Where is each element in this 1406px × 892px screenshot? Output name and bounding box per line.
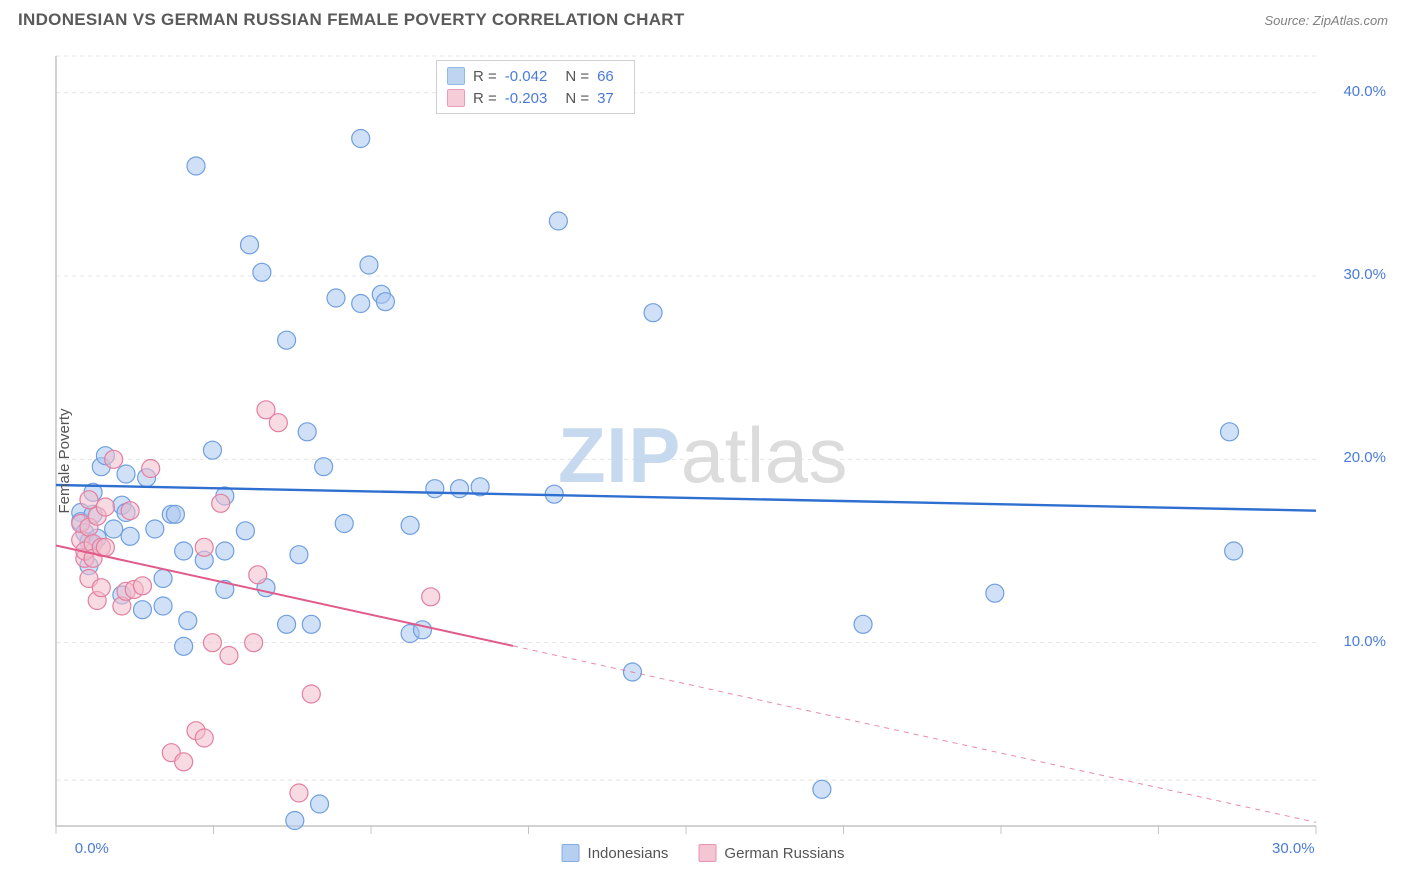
r-label: R = [473,90,497,107]
r-value: -0.203 [505,90,548,107]
stats-row: R = -0.203 N = 37 [447,87,624,109]
y-tick-label: 30.0% [1343,266,1386,283]
x-tick-label: 0.0% [75,840,109,857]
chart-area: Female Poverty ZIPatlas R =-0.042N =66R … [16,40,1390,882]
n-value: 37 [597,90,614,107]
source-label: Source: ZipAtlas.com [1264,13,1388,28]
series-legend: Indonesians German Russians [562,844,845,862]
n-value: 66 [597,68,614,85]
scatter-chart [16,40,1386,876]
legend-item: German Russians [698,844,844,862]
n-label: N = [565,68,589,85]
legend-swatch [562,844,580,862]
legend-label: Indonesians [588,845,669,862]
r-value: -0.042 [505,68,548,85]
correlation-stats-box: R = -0.042 N = 66 R = -0.203 N = 37 [436,60,635,114]
x-tick-label: 30.0% [1272,840,1315,857]
y-tick-label: 10.0% [1343,633,1386,650]
y-axis-label: Female Poverty [56,408,73,513]
stats-row: R = -0.042 N = 66 [447,65,624,87]
y-tick-label: 20.0% [1343,449,1386,466]
n-label: N = [565,90,589,107]
chart-title: INDONESIAN VS GERMAN RUSSIAN FEMALE POVE… [18,10,685,30]
legend-swatch [447,89,465,107]
r-label: R = [473,68,497,85]
legend-item: Indonesians [562,844,669,862]
legend-swatch [698,844,716,862]
legend-swatch [447,67,465,85]
legend-label: German Russians [724,845,844,862]
y-tick-label: 40.0% [1343,83,1386,100]
